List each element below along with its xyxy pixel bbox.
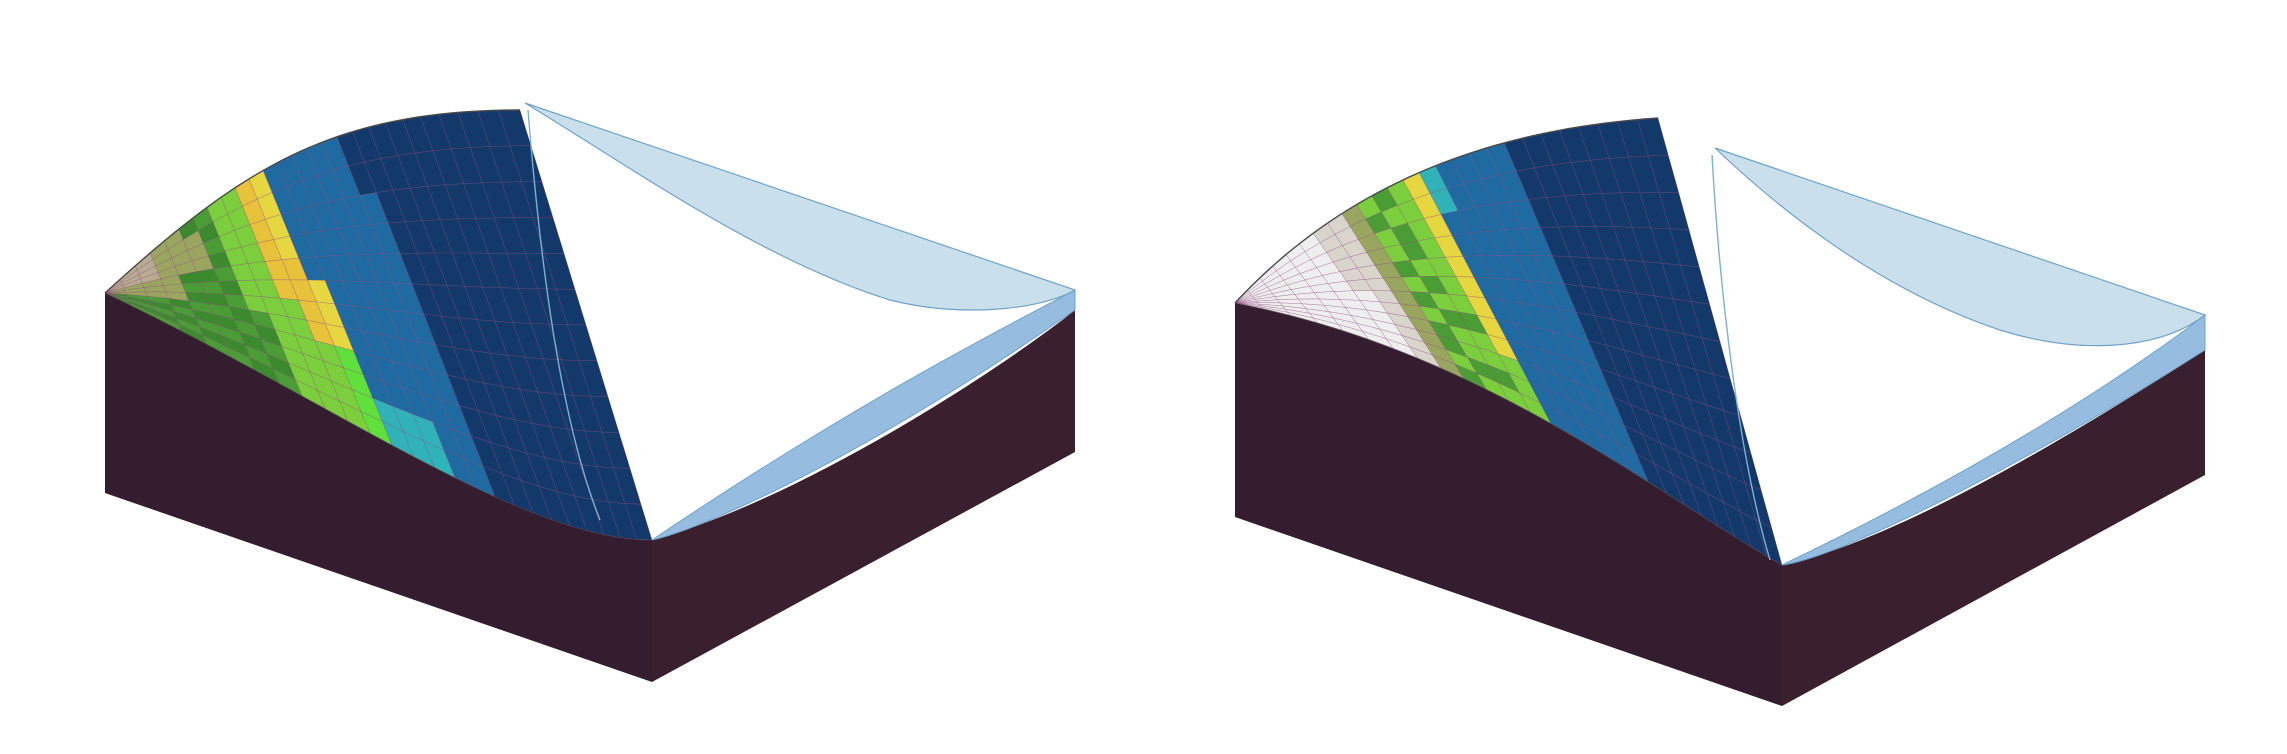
block-front-face: [105, 293, 652, 682]
ridge-outline: [104, 109, 521, 294]
left-terrain-block: [104, 102, 1077, 682]
right-terrain-block: [1234, 117, 2207, 706]
front-crest-outline: [104, 292, 653, 541]
water-side-face: [651, 289, 1076, 541]
terrain-cell: [162, 283, 186, 293]
terrain-surface: [1234, 117, 1783, 566]
water-surface: [524, 102, 1077, 311]
block-side-face: [1782, 350, 2205, 706]
shoreline: [1711, 154, 1771, 561]
block-front-face: [1235, 303, 1782, 706]
water-side-face: [1781, 313, 2206, 566]
front-crest-outline: [1234, 302, 1783, 566]
ridge-outline: [1234, 117, 1659, 304]
terrain-surface: [104, 109, 653, 541]
block-side-face: [652, 310, 1075, 682]
water-surface: [1714, 147, 2207, 347]
shoreline: [527, 109, 601, 521]
